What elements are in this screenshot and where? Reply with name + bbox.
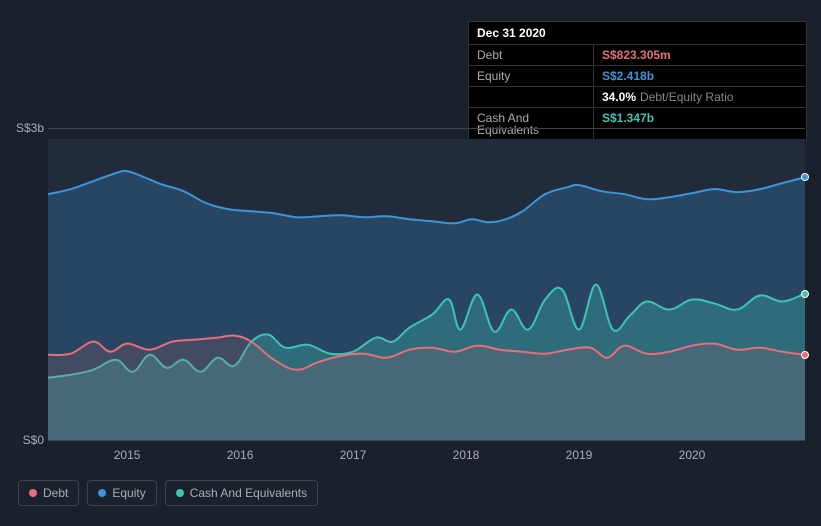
legend-item[interactable]: Cash And Equivalents: [165, 480, 318, 506]
tooltip-row-label: Equity: [469, 66, 594, 86]
legend-dot-icon: [29, 489, 37, 497]
series-area: [48, 335, 805, 440]
legend-dot-icon: [176, 489, 184, 497]
tooltip-row-value: S$823.305m: [594, 45, 806, 65]
x-axis-label: 2016: [227, 448, 254, 462]
tooltip-row-value: S$2.418b: [594, 66, 806, 86]
balance-chart: S$0S$3b201520162017201820192020: [48, 128, 805, 440]
x-axis-label: 2018: [453, 448, 480, 462]
series-end-marker: [801, 173, 809, 181]
y-gridline: [48, 440, 805, 441]
y-axis-label: S$3b: [16, 121, 44, 135]
chart-legend: Debt Equity Cash And Equivalents: [18, 480, 318, 506]
series-end-marker: [801, 290, 809, 298]
tooltip-row-label: [469, 87, 594, 107]
series-end-marker: [801, 351, 809, 359]
x-axis-label: 2015: [114, 448, 141, 462]
legend-item[interactable]: Debt: [18, 480, 79, 506]
tooltip-row: EquityS$2.418b: [469, 66, 806, 87]
x-axis-label: 2017: [340, 448, 367, 462]
x-axis-label: 2020: [679, 448, 706, 462]
tooltip-row-suffix: Debt/Equity Ratio: [640, 90, 733, 104]
chart-svg: [48, 128, 805, 440]
legend-item[interactable]: Equity: [87, 480, 156, 506]
x-axis-label: 2019: [566, 448, 593, 462]
tooltip-row-label: Debt: [469, 45, 594, 65]
y-axis-label: S$0: [23, 433, 44, 447]
y-gridline: [48, 128, 805, 129]
legend-label: Cash And Equivalents: [190, 486, 307, 500]
tooltip-row: 34.0%Debt/Equity Ratio: [469, 87, 806, 108]
legend-dot-icon: [98, 489, 106, 497]
legend-label: Equity: [112, 486, 145, 500]
chart-tooltip: Dec 31 2020 DebtS$823.305mEquityS$2.418b…: [468, 21, 807, 141]
tooltip-row-value: 34.0%Debt/Equity Ratio: [594, 87, 806, 107]
legend-label: Debt: [43, 486, 68, 500]
tooltip-date: Dec 31 2020: [469, 22, 806, 45]
tooltip-row: DebtS$823.305m: [469, 45, 806, 66]
tooltip-rows: DebtS$823.305mEquityS$2.418b34.0%Debt/Eq…: [469, 45, 806, 140]
